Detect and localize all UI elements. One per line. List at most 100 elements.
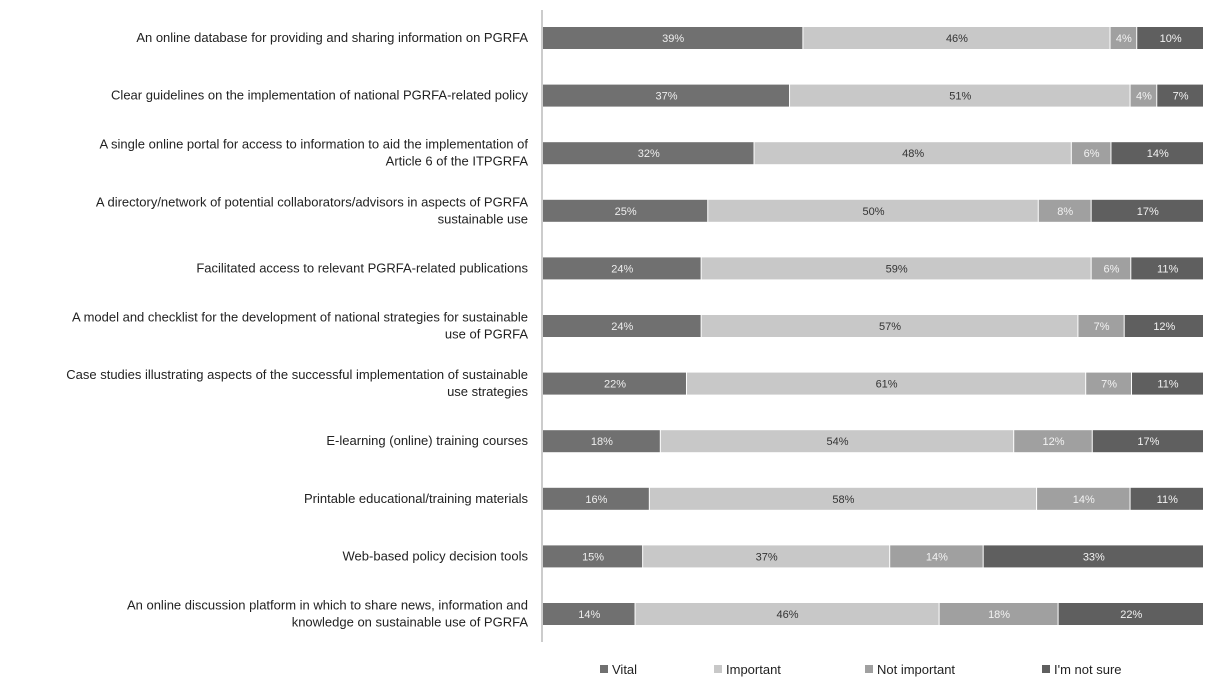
bar-segment <box>635 603 939 625</box>
bar-segment <box>939 603 1058 625</box>
bar-segment <box>1131 257 1203 280</box>
category-label: Printable educational/training materials <box>304 491 529 506</box>
data-label: 37% <box>756 551 778 563</box>
data-label: 17% <box>1137 436 1159 448</box>
data-label: 37% <box>656 91 678 103</box>
category-label: An online database for providing and sha… <box>136 30 528 45</box>
data-label: 7% <box>1173 91 1189 103</box>
data-label: 24% <box>611 321 633 333</box>
category-label: knowledge on sustainable use of PGRFA <box>292 615 529 630</box>
bar-segment <box>643 545 890 568</box>
legend-label: Important <box>726 662 781 677</box>
data-label: 4% <box>1136 91 1152 103</box>
category-label: Facilitated access to relevant PGRFA-rel… <box>196 260 528 275</box>
data-label: 58% <box>832 494 854 506</box>
data-label: 18% <box>591 436 613 448</box>
data-label: 12% <box>1153 321 1175 333</box>
data-label: 32% <box>638 148 660 160</box>
bar-segment <box>543 372 686 395</box>
bar-segment <box>1071 142 1111 165</box>
data-label: 15% <box>582 551 604 563</box>
bar-segment <box>701 315 1078 337</box>
bar-segment <box>1014 430 1092 453</box>
data-label: 10% <box>1160 33 1182 45</box>
bar-segment <box>543 603 635 625</box>
data-label: 14% <box>578 609 600 621</box>
data-label: 14% <box>1073 494 1095 506</box>
data-label: 57% <box>879 321 901 333</box>
data-label: 14% <box>1147 148 1169 160</box>
data-label: 33% <box>1083 551 1105 563</box>
bar-segment <box>543 142 754 165</box>
category-label: use of PGRFA <box>445 327 528 342</box>
bar-segment <box>983 545 1203 568</box>
legend-swatch <box>714 665 722 673</box>
bar-segment <box>1157 84 1203 107</box>
data-label: 51% <box>949 91 971 103</box>
category-label: A directory/network of potential collabo… <box>96 194 528 209</box>
bar-segment <box>543 315 701 337</box>
data-label: 4% <box>1116 33 1132 45</box>
category-label: Clear guidelines on the implementation o… <box>111 88 528 103</box>
data-label: 11% <box>1157 494 1178 506</box>
data-label: 46% <box>946 33 968 45</box>
data-label: 17% <box>1137 206 1159 218</box>
bar-segment <box>543 430 660 453</box>
bar-segment <box>754 142 1071 165</box>
bar-segment <box>1137 27 1203 49</box>
bar-segment <box>543 487 649 510</box>
category-label: Article 6 of the ITPGRFA <box>386 154 529 169</box>
bar-segment <box>649 487 1037 510</box>
data-label: 50% <box>862 206 884 218</box>
bar-segment <box>543 257 701 280</box>
bar-segment <box>1078 315 1124 337</box>
data-label: 12% <box>1042 436 1064 448</box>
data-label: 22% <box>1120 609 1142 621</box>
category-label: A single online portal for access to inf… <box>99 137 528 152</box>
category-label: use strategies <box>447 384 528 399</box>
data-label: 7% <box>1101 379 1117 391</box>
bar-segment <box>701 257 1091 280</box>
bar-segment <box>1038 199 1091 222</box>
bar-segment <box>1130 487 1203 510</box>
category-label: E-learning (online) training courses <box>326 433 528 448</box>
bar-segment <box>1132 372 1203 395</box>
legend-swatch <box>865 665 873 673</box>
legend: Vital Important Not important I'm not sure <box>600 662 1122 677</box>
bars-group: 39% 46% 4% 10% 37% 51% 4% 7% 32% 48% 6% 14% 25% 50% 8%… <box>543 27 1203 625</box>
data-label: 18% <box>988 609 1010 621</box>
bar-segment <box>543 199 708 222</box>
bar-segment <box>708 199 1038 222</box>
category-label: An online discussion platform in which t… <box>127 598 528 613</box>
bar-segment <box>543 84 790 107</box>
category-labels-group: An online database for providing and sha… <box>66 30 528 630</box>
legend-swatch <box>1042 665 1050 673</box>
data-label: 6% <box>1104 263 1120 275</box>
data-label: 16% <box>585 494 607 506</box>
data-label: 25% <box>615 206 637 218</box>
legend-label: Not important <box>877 662 955 677</box>
bar-segment <box>1086 372 1132 395</box>
category-label: sustainable use <box>438 211 528 226</box>
data-label: 54% <box>826 436 848 448</box>
bar-segment <box>803 27 1110 49</box>
bar-segment <box>543 27 803 49</box>
data-label: 14% <box>926 551 948 563</box>
bar-segment <box>1037 487 1130 510</box>
bar-segment <box>1091 257 1131 280</box>
data-label: 59% <box>886 263 908 275</box>
bar-segment <box>1130 84 1157 107</box>
legend-label: Vital <box>612 662 637 677</box>
bar-segment <box>790 84 1130 107</box>
data-label: 6% <box>1084 148 1100 160</box>
legend-label: I'm not sure <box>1054 662 1122 677</box>
bar-segment <box>1110 27 1137 49</box>
bar-segment <box>1124 315 1203 337</box>
data-label: 22% <box>604 379 626 391</box>
data-label: 11% <box>1157 379 1178 391</box>
data-label: 46% <box>777 609 799 621</box>
data-label: 48% <box>902 148 924 160</box>
bar-segment <box>1111 142 1203 165</box>
category-label: Case studies illustrating aspects of the… <box>66 367 528 382</box>
